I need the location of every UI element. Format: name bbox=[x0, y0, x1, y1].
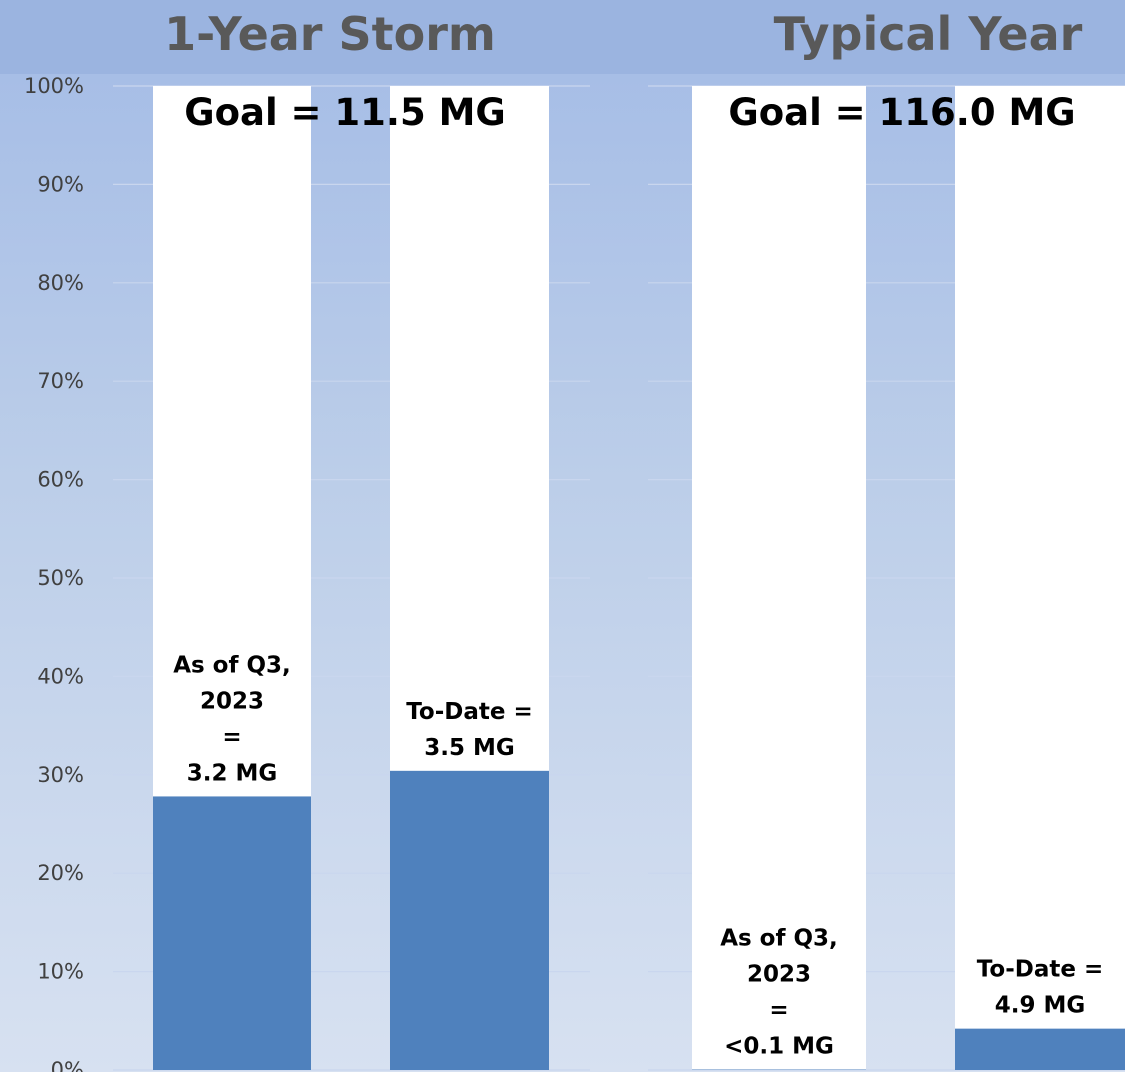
y-tick-label: 70% bbox=[37, 369, 84, 393]
chart-title: 1-Year Storm bbox=[164, 7, 496, 61]
y-tick-label: 90% bbox=[37, 172, 84, 196]
data-labels: As of Q3, 2023 = 3.2 MG To-Date = 3.5 MG As of… bbox=[173, 652, 1103, 1059]
y-tick-label: 60% bbox=[37, 468, 84, 492]
bar-data-label: As of Q3, 2023 = <0.1 MG bbox=[720, 926, 838, 1060]
bar-data-label: To-Date = 3.5 MG bbox=[406, 699, 532, 761]
y-tick-label: 50% bbox=[37, 566, 84, 590]
y-axis-ticks: 0% 10% 20% 30% 40% 50% 60% 70% 80% 90% 100% bbox=[24, 74, 84, 1072]
header-band bbox=[0, 0, 1125, 74]
y-tick-label: 20% bbox=[37, 861, 84, 885]
bar-remaining bbox=[153, 86, 311, 797]
y-tick-label: 80% bbox=[37, 271, 84, 295]
bar-remaining bbox=[692, 86, 866, 1070]
y-tick-label: 30% bbox=[37, 763, 84, 787]
bars bbox=[153, 86, 1125, 1070]
chart-titles: 1-Year Storm Goal = 11.5 MG Typical Year Go… bbox=[164, 7, 1083, 134]
goal-annotation: Goal = 116.0 MG bbox=[728, 91, 1075, 134]
bar-achieved bbox=[153, 796, 311, 1070]
y-tick-label: 100% bbox=[24, 74, 84, 98]
y-tick-label: 40% bbox=[37, 664, 84, 688]
chart-title: Typical Year bbox=[774, 7, 1083, 61]
bar-remaining bbox=[390, 86, 549, 771]
bar-remaining bbox=[955, 86, 1125, 1029]
bar-data-label: To-Date = 4.9 MG bbox=[977, 957, 1103, 1019]
y-tick-label: 0% bbox=[51, 1058, 84, 1072]
y-tick-label: 10% bbox=[37, 960, 84, 984]
bar-achieved bbox=[390, 770, 549, 1070]
bar-data-label: As of Q3, 2023 = 3.2 MG bbox=[173, 652, 291, 786]
goal-annotation: Goal = 11.5 MG bbox=[184, 91, 506, 134]
bar-achieved bbox=[955, 1028, 1125, 1070]
